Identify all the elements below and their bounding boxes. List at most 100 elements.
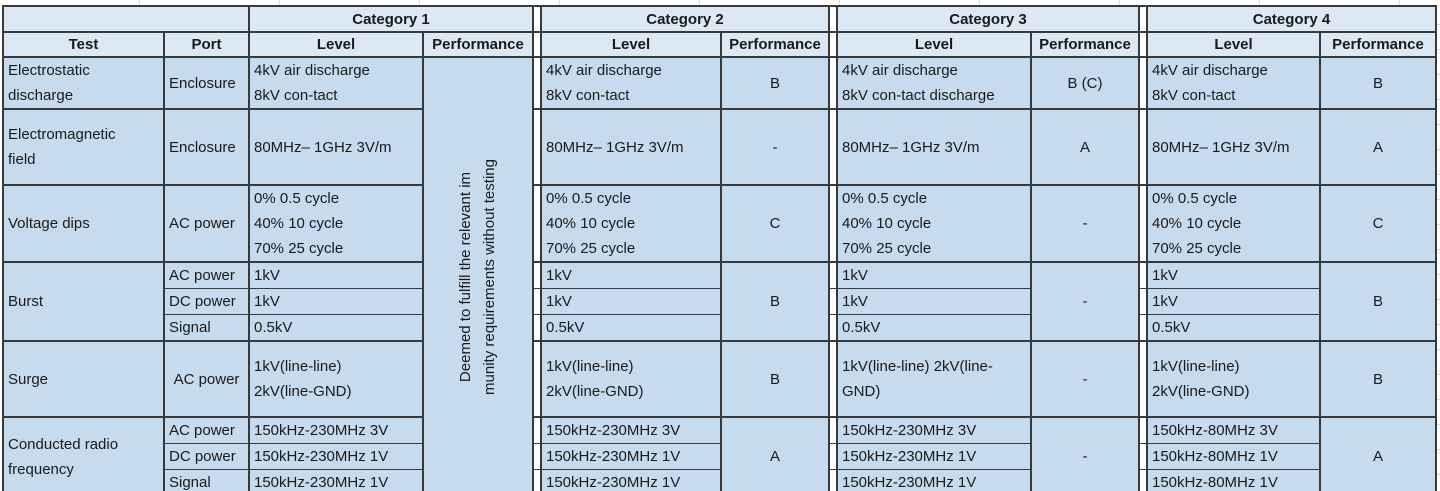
cell-esd-cat1-level: 4kV air discharge 8kV con-tact	[248, 56, 424, 110]
cell-crf-cat1-level-dc: 150kHz-230MHz 1V	[248, 443, 424, 470]
cell-burst-cat3-performance: -	[1030, 261, 1140, 342]
cell-burst-port-dc: DC power	[163, 288, 250, 315]
corner-blank-cell	[2, 5, 250, 33]
category-1-header: Category 1	[248, 5, 534, 33]
category-divider	[532, 314, 542, 342]
cell-dips-cat4-performance: C	[1319, 184, 1437, 263]
emc-immunity-table: Category 1 Category 2 Category 3 Categor…	[2, 5, 1437, 491]
cell-dips-port: AC power	[163, 184, 250, 263]
cell-crf-port-signal: Signal	[163, 469, 250, 491]
cell-burst-cat3-level-dc: 1kV	[836, 288, 1032, 315]
category-divider	[1138, 31, 1148, 58]
cell-emf-cat3-performance: A	[1030, 108, 1140, 186]
cell-burst-cat2-performance: B	[720, 261, 830, 342]
category-divider	[828, 288, 838, 315]
cell-crf-cat4-level-ac: 150kHz-80MHz 3V	[1146, 416, 1321, 444]
cell-crf-cat1-level-ac: 150kHz-230MHz 3V	[248, 416, 424, 444]
cell-emf-cat4-performance: A	[1319, 108, 1437, 186]
category-divider	[1138, 314, 1148, 342]
category-divider	[1138, 469, 1148, 491]
cell-surge-cat1-level: 1kV(line-line) 2kV(line-GND)	[248, 340, 424, 418]
category-divider	[1138, 443, 1148, 470]
cell-esd-cat4-level: 4kV air discharge 8kV con-tact	[1146, 56, 1321, 110]
cell-esd-cat3-level: 4kV air discharge 8kV con-tact discharge	[836, 56, 1032, 110]
cat2-level-header: Level	[540, 31, 722, 58]
cell-esd-cat2-level: 4kV air discharge 8kV con-tact	[540, 56, 722, 110]
cell-burst-port-ac: AC power	[163, 261, 250, 289]
cell-surge-port: AC power	[163, 340, 250, 418]
cell-crf-cat4-level-dc: 150kHz-80MHz 1V	[1146, 443, 1321, 470]
category-divider	[532, 288, 542, 315]
category-divider	[532, 108, 542, 186]
category-divider	[1138, 261, 1148, 289]
cell-burst-test: Burst	[2, 261, 165, 342]
cell-burst-cat4-performance: B	[1319, 261, 1437, 342]
category-divider	[828, 108, 838, 186]
category-divider	[1138, 5, 1148, 33]
category-divider	[532, 184, 542, 263]
cell-crf-port-ac: AC power	[163, 416, 250, 444]
cell-crf-cat3-level-ac: 150kHz-230MHz 3V	[836, 416, 1032, 444]
category-divider	[828, 416, 838, 444]
cell-crf-cat3-performance: -	[1030, 416, 1140, 491]
cell-burst-cat1-level-signal: 0.5kV	[248, 314, 424, 342]
cell-crf-cat2-performance: A	[720, 416, 830, 491]
cat4-level-header: Level	[1146, 31, 1321, 58]
category-divider	[828, 56, 838, 110]
cell-emf-cat3-level: 80MHz– 1GHz 3V/m	[836, 108, 1032, 186]
cell-esd-port: Enclosure	[163, 56, 250, 110]
cell-crf-cat3-level-signal: 150kHz-230MHz 1V	[836, 469, 1032, 491]
cell-burst-cat2-level-dc: 1kV	[540, 288, 722, 315]
cell-dips-cat3-level: 0% 0.5 cycle 40% 10 cycle 70% 25 cycle	[836, 184, 1032, 263]
cell-emf-cat1-level: 80MHz– 1GHz 3V/m	[248, 108, 424, 186]
cell-crf-test: Conducted radio frequency	[2, 416, 165, 491]
cell-crf-cat4-level-signal: 150kHz-80MHz 1V	[1146, 469, 1321, 491]
cell-surge-test: Surge	[2, 340, 165, 418]
category-divider	[1138, 184, 1148, 263]
cell-emf-cat2-performance: -	[720, 108, 830, 186]
category-divider	[828, 261, 838, 289]
category-divider	[532, 443, 542, 470]
cat1-level-header: Level	[248, 31, 424, 58]
cell-burst-port-signal: Signal	[163, 314, 250, 342]
cat1-performance-note-cell: Deemed to fulfill the relevant im munity…	[422, 56, 534, 491]
cell-esd-cat3-performance: B (C)	[1030, 56, 1140, 110]
cell-burst-cat4-level-dc: 1kV	[1146, 288, 1321, 315]
cell-surge-cat4-performance: B	[1319, 340, 1437, 418]
category-3-header: Category 3	[836, 5, 1140, 33]
cell-burst-cat3-level-signal: 0.5kV	[836, 314, 1032, 342]
cell-burst-cat4-level-signal: 0.5kV	[1146, 314, 1321, 342]
category-divider	[828, 5, 838, 33]
cell-burst-cat4-level-ac: 1kV	[1146, 261, 1321, 289]
category-divider	[532, 416, 542, 444]
cell-dips-cat2-level: 0% 0.5 cycle 40% 10 cycle 70% 25 cycle	[540, 184, 722, 263]
cell-surge-cat2-performance: B	[720, 340, 830, 418]
category-divider	[532, 31, 542, 58]
cell-crf-cat4-performance: A	[1319, 416, 1437, 491]
cell-crf-port-dc: DC power	[163, 443, 250, 470]
cat1-performance-header: Performance	[422, 31, 534, 58]
category-divider	[828, 469, 838, 491]
category-divider	[532, 56, 542, 110]
category-divider	[828, 184, 838, 263]
cell-burst-cat2-level-ac: 1kV	[540, 261, 722, 289]
cell-esd-test: Electrostatic discharge	[2, 56, 165, 110]
cell-dips-cat2-performance: C	[720, 184, 830, 263]
test-column-header: Test	[2, 31, 165, 58]
cell-crf-cat1-level-signal: 150kHz-230MHz 1V	[248, 469, 424, 491]
cell-emf-cat2-level: 80MHz– 1GHz 3V/m	[540, 108, 722, 186]
cell-crf-cat2-level-signal: 150kHz-230MHz 1V	[540, 469, 722, 491]
category-divider	[532, 5, 542, 33]
cell-surge-cat3-level: 1kV(line-line) 2kV(line-GND)	[836, 340, 1032, 418]
category-divider	[532, 469, 542, 491]
cell-crf-cat2-level-dc: 150kHz-230MHz 1V	[540, 443, 722, 470]
category-divider	[828, 340, 838, 418]
category-4-header: Category 4	[1146, 5, 1437, 33]
cell-esd-cat2-performance: B	[720, 56, 830, 110]
category-divider	[828, 314, 838, 342]
category-divider	[532, 261, 542, 289]
sheet-gridlines-right	[1434, 0, 1440, 491]
category-2-header: Category 2	[540, 5, 830, 33]
cell-emf-port: Enclosure	[163, 108, 250, 186]
